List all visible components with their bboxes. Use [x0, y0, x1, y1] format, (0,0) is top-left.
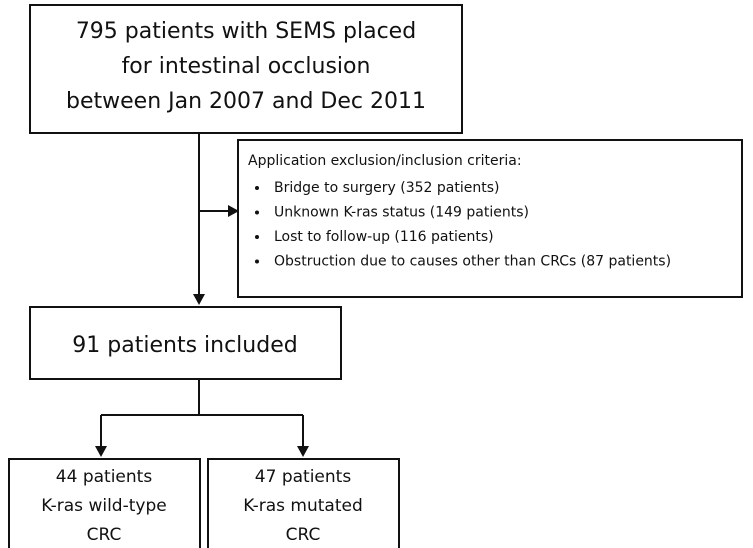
- box-text: 795 patients with SEMS placed: [76, 19, 416, 44]
- box: [29, 306, 342, 380]
- criteria-title: Application exclusion/inclusion criteria…: [248, 153, 522, 169]
- box-text: CRC: [87, 525, 122, 545]
- criteria-box: [237, 139, 743, 298]
- box: [29, 4, 463, 134]
- box: [8, 458, 201, 548]
- box-text: CRC: [286, 525, 321, 545]
- bullet: [255, 186, 259, 190]
- bullet: [255, 259, 259, 264]
- criteria-item: Bridge to surgery (352 patients): [274, 180, 499, 196]
- criteria-item: Obstruction due to causes other than CRC…: [274, 254, 671, 270]
- criteria-item: Unknown K-ras status (149 patients): [274, 205, 529, 221]
- box-text: for intestinal occlusion: [122, 54, 371, 79]
- box-text: K-ras wild-type: [41, 496, 166, 516]
- arrowhead: [95, 446, 107, 457]
- box: [207, 458, 400, 548]
- criteria-item: Lost to follow-up (116 patients): [274, 229, 494, 245]
- bullet: [255, 235, 259, 239]
- box-text: between Jan 2007 and Dec 2011: [66, 89, 426, 114]
- arrowhead: [193, 294, 205, 305]
- arrowhead: [297, 446, 309, 457]
- arrowhead: [228, 205, 239, 217]
- bullet: [255, 210, 259, 215]
- box-text: 91 patients included: [72, 333, 297, 358]
- box-text: 47 patients: [255, 467, 352, 487]
- box-text: 44 patients: [56, 467, 153, 487]
- box-text: K-ras mutated: [243, 496, 363, 516]
